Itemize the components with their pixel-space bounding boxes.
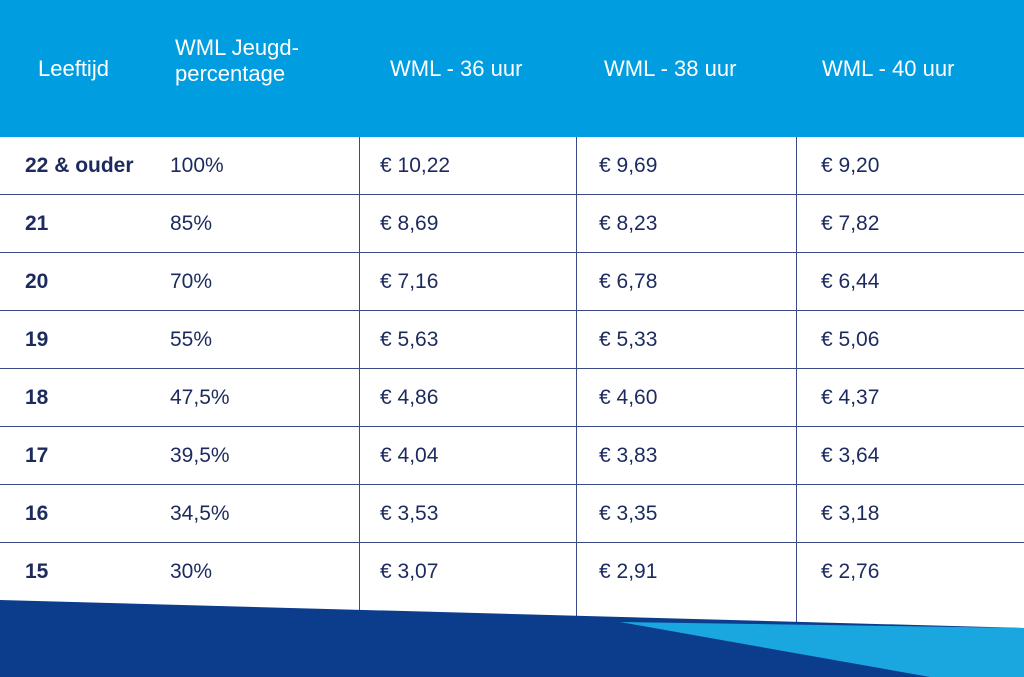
cell-percentage: 39,5% [170,444,230,467]
cell-wml-40: € 3,18 [821,502,880,525]
cell-percentage: 34,5% [170,502,230,525]
header-wml-40-uur: WML - 40 uur [822,55,955,81]
cell-wml-38: € 2,91 [599,560,658,583]
cell-percentage: 100% [170,154,224,177]
cell-wml-40: € 4,37 [821,386,880,409]
cell-wml-38: € 4,60 [599,386,658,409]
column-divider [576,137,577,627]
footer-dark-band [0,600,1024,677]
table-row: 20 70% € 7,16 € 6,78 € 6,44 [0,253,1024,311]
cell-percentage: 55% [170,328,213,351]
cell-leeftijd: 19 [25,328,49,351]
column-divider [796,137,797,627]
cell-leeftijd: 20 [25,270,49,293]
cell-wml-38: € 6,78 [599,270,658,293]
cell-leeftijd: 18 [25,386,49,409]
cell-wml-36: € 4,04 [380,444,439,467]
cell-wml-40: € 2,76 [821,560,880,583]
table-row: 19 55% € 5,63 € 5,33 € 5,06 [0,311,1024,369]
cell-percentage: 30% [170,560,213,583]
cell-wml-40: € 7,82 [821,212,880,235]
table-row: 16 34,5% € 3,53 € 3,35 € 3,18 [0,485,1024,543]
cell-wml-36: € 10,22 [380,154,451,177]
cell-percentage: 70% [170,270,213,293]
table-header: Leeftijd WML Jeugd- percentage WML - 36 … [0,0,1024,137]
table-row: 21 85% € 8,69 € 8,23 € 7,82 [0,195,1024,253]
cell-wml-36: € 4,86 [380,386,439,409]
cell-wml-38: € 8,23 [599,212,658,235]
header-wml-38-uur: WML - 38 uur [604,55,737,81]
header-jeugdpercentage-label: WML Jeugd- percentage [175,34,299,86]
footer-light-band [620,622,1024,677]
cell-wml-40: € 3,64 [821,444,880,467]
table-row: 18 47,5% € 4,86 € 4,60 € 4,37 [0,369,1024,427]
cell-wml-36: € 3,53 [380,502,439,525]
table-row: 15 30% € 3,07 € 2,91 € 2,76 [0,543,1024,601]
cell-wml-38: € 9,69 [599,154,658,177]
cell-wml-36: € 7,16 [380,270,439,293]
cell-leeftijd: 17 [25,444,49,467]
cell-leeftijd: 22 & ouder [25,154,134,177]
cell-percentage: 85% [170,212,213,235]
cell-leeftijd: 21 [25,212,49,235]
cell-wml-36: € 8,69 [380,212,439,235]
cell-leeftijd: 15 [25,560,49,583]
cell-wml-36: € 5,63 [380,328,439,351]
header-leeftijd: Leeftijd [38,55,109,81]
column-divider [359,137,360,627]
cell-wml-40: € 9,20 [821,154,880,177]
header-wml-jeugdpercentage: WML Jeugd- percentage [175,0,345,129]
table-row: 17 39,5% € 4,04 € 3,83 € 3,64 [0,427,1024,485]
cell-leeftijd: 16 [25,502,49,525]
header-wml-36-uur: WML - 36 uur [390,55,523,81]
cell-wml-38: € 3,35 [599,502,658,525]
cell-wml-40: € 5,06 [821,328,880,351]
cell-wml-38: € 3,83 [599,444,658,467]
table-row: 22 & ouder 100% € 10,22 € 9,69 € 9,20 [0,137,1024,195]
cell-percentage: 47,5% [170,386,230,409]
cell-wml-40: € 6,44 [821,270,880,293]
cell-wml-38: € 5,33 [599,328,658,351]
cell-wml-36: € 3,07 [380,560,439,583]
